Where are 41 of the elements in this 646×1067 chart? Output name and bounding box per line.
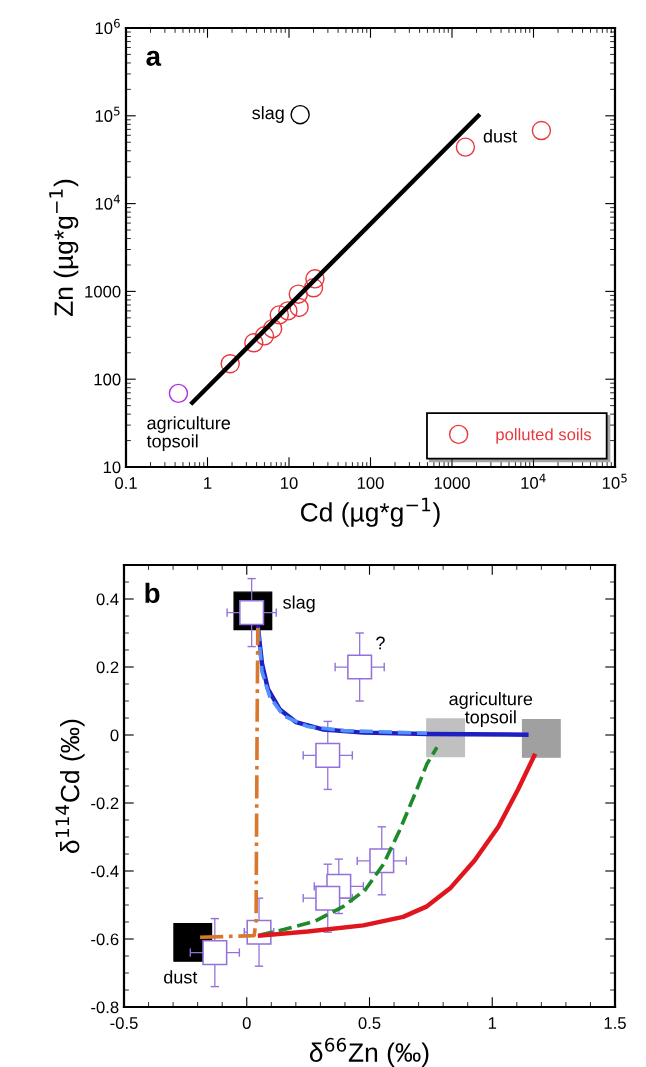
point [202, 940, 228, 966]
x-axis-title: δ$^{66}$Zn (‰) [309, 1037, 429, 1067]
y-tick-label: 0.2 [96, 661, 119, 674]
y-tick-label: 0 [110, 729, 119, 742]
x-tick-label: 10 [281, 477, 298, 489]
y-tick-label: 10$^{4}$ [95, 194, 120, 210]
y-tick-label: 1000 [85, 285, 121, 298]
y-tick-label: 10$^{5}$ [95, 106, 120, 122]
x-tick-label: 0 [242, 1017, 251, 1029]
y-tick-label: -0.6 [91, 933, 119, 946]
x-tick-label: 10$^{4}$ [521, 473, 546, 489]
y-tick-label: -0.8 [91, 1001, 119, 1014]
x-tick-label: 1000 [434, 477, 470, 489]
annotation: slag [252, 106, 284, 123]
annotation: ? [376, 636, 385, 650]
x-tick-label: 1 [488, 1017, 497, 1029]
annotation: dust [483, 129, 517, 143]
annotation: a [146, 50, 162, 66]
annotation: dust [164, 970, 198, 984]
x-tick-label: 10$^{5}$ [602, 473, 627, 489]
x-axis-title: Cd (µg*g$^{−1}$) [300, 497, 440, 527]
x-tick-label: 0.1 [115, 477, 137, 489]
annotation: b [145, 582, 160, 604]
y-axis-title: δ$^{114}$Cd (‰) [55, 719, 85, 853]
annotation: agriculture topsoil [449, 692, 533, 728]
x-tick-label: -0.5 [110, 1017, 138, 1029]
y-tick-label: 100 [94, 373, 121, 386]
y-tick-label: -0.2 [91, 797, 119, 810]
y-tick-label: 0.4 [96, 593, 119, 606]
annotation: slag [283, 595, 315, 613]
x-tick-label: 100 [357, 477, 384, 489]
y-tick-label: -0.4 [91, 865, 119, 878]
x-tick-label: 1 [204, 477, 212, 489]
y-tick-label: 10 [103, 461, 121, 474]
y-axis-title: Zn (µg*g$^{−1}$) [49, 179, 79, 317]
x-tick-label: 1.5 [604, 1017, 626, 1029]
y-tick-label: 10$^{6}$ [95, 18, 120, 35]
point [521, 718, 561, 758]
legend-label: polluted soils [496, 428, 592, 444]
annotation: agriculture topsoil [146, 416, 231, 452]
x-tick-label: 0.5 [358, 1017, 381, 1029]
